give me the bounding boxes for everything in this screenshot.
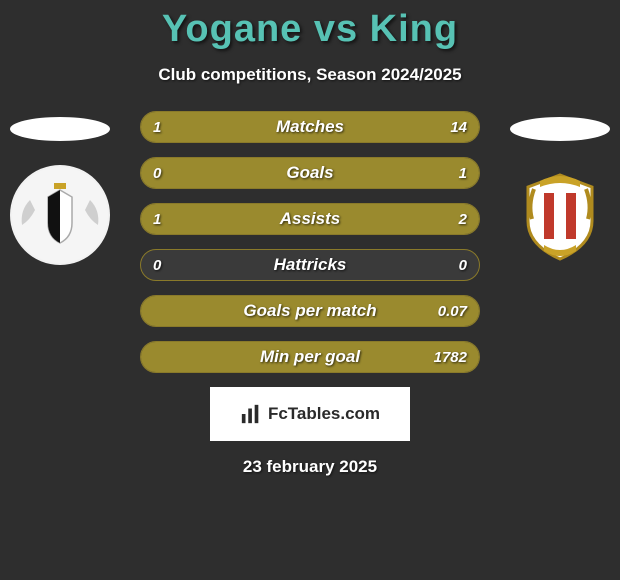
stat-bars: 114Matches 01Goals 12Assists 00Hattricks 0.0… <box>140 111 480 373</box>
team-left-crest <box>10 165 110 265</box>
comparison-panel: 114Matches 01Goals 12Assists 00Hattricks 0.0… <box>0 111 620 373</box>
stat-row: 00Hattricks <box>140 249 480 281</box>
stat-row: 12Assists <box>140 203 480 235</box>
crest-left-icon <box>10 165 110 265</box>
stat-label: Hattricks <box>141 250 479 280</box>
bar-chart-icon <box>240 403 262 425</box>
crest-right-icon <box>510 165 610 265</box>
team-right-ellipse <box>510 117 610 141</box>
stat-label: Goals per match <box>141 296 479 326</box>
stat-label: Min per goal <box>141 342 479 372</box>
stat-label: Matches <box>141 112 479 142</box>
page-subtitle: Club competitions, Season 2024/2025 <box>0 65 620 85</box>
brand-text: FcTables.com <box>268 404 380 424</box>
stat-row: 114Matches <box>140 111 480 143</box>
brand-box: FcTables.com <box>210 387 410 441</box>
stat-label: Goals <box>141 158 479 188</box>
stat-label: Assists <box>141 204 479 234</box>
stat-row: 1782Min per goal <box>140 341 480 373</box>
date-text: 23 february 2025 <box>0 457 620 477</box>
stat-row: 01Goals <box>140 157 480 189</box>
team-right-crest <box>510 165 610 265</box>
stat-row: 0.07Goals per match <box>140 295 480 327</box>
page-title: Yogane vs King <box>0 0 620 51</box>
team-left-ellipse <box>10 117 110 141</box>
